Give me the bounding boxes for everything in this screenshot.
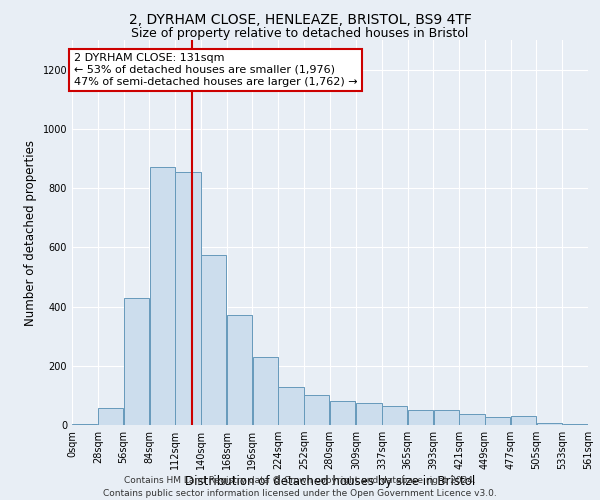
Bar — [460, 414, 485, 425]
Bar — [408, 410, 433, 425]
Bar — [124, 298, 149, 425]
Bar — [434, 410, 459, 425]
Bar — [356, 403, 382, 425]
Bar — [149, 168, 175, 425]
Text: Size of property relative to detached houses in Bristol: Size of property relative to detached ho… — [131, 28, 469, 40]
Bar — [253, 357, 278, 425]
Bar — [227, 316, 252, 425]
Bar — [98, 408, 123, 425]
Text: Contains HM Land Registry data © Crown copyright and database right 2024.
Contai: Contains HM Land Registry data © Crown c… — [103, 476, 497, 498]
Bar — [201, 254, 226, 425]
Bar — [175, 172, 200, 425]
Bar — [511, 416, 536, 425]
Bar — [72, 424, 97, 425]
Y-axis label: Number of detached properties: Number of detached properties — [24, 140, 37, 326]
Bar — [485, 416, 511, 425]
Bar — [563, 424, 588, 425]
X-axis label: Distribution of detached houses by size in Bristol: Distribution of detached houses by size … — [185, 475, 475, 488]
Text: 2 DYRHAM CLOSE: 131sqm
← 53% of detached houses are smaller (1,976)
47% of semi-: 2 DYRHAM CLOSE: 131sqm ← 53% of detached… — [74, 54, 358, 86]
Text: 2, DYRHAM CLOSE, HENLEAZE, BRISTOL, BS9 4TF: 2, DYRHAM CLOSE, HENLEAZE, BRISTOL, BS9 … — [128, 12, 472, 26]
Bar — [537, 422, 562, 425]
Bar — [278, 386, 304, 425]
Bar — [330, 402, 355, 425]
Bar — [382, 406, 407, 425]
Bar — [304, 396, 329, 425]
